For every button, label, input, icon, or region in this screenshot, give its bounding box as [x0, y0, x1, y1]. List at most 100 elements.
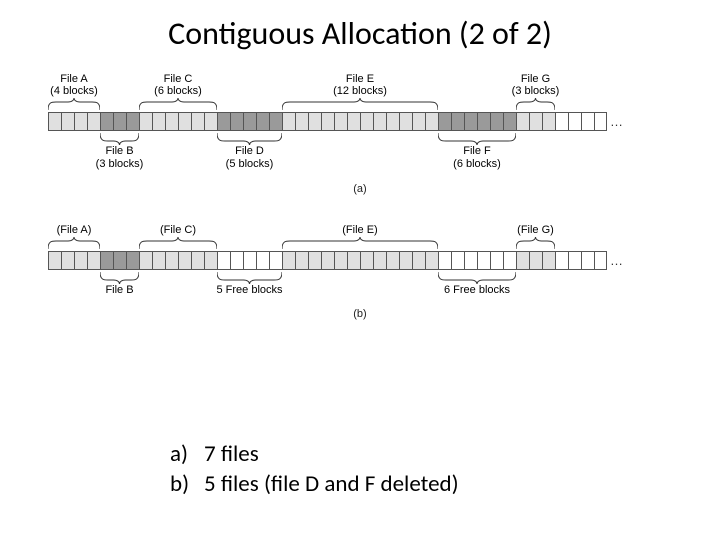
caption-b: (b)	[48, 308, 672, 320]
file-label: (File G)	[517, 224, 554, 237]
a-bottom-braces	[48, 131, 672, 145]
block	[399, 251, 412, 270]
footer-b-text: 5 files (file D and F deleted)	[204, 470, 459, 500]
block	[61, 251, 74, 270]
block	[516, 251, 529, 270]
block	[451, 112, 464, 131]
block	[438, 112, 451, 131]
file-label: File D(5 blocks)	[226, 145, 274, 170]
block	[438, 251, 451, 270]
brace	[48, 237, 100, 251]
brace	[516, 98, 555, 112]
footer-item-a: a) 7 files	[170, 440, 459, 470]
file-label: (File C)	[160, 224, 196, 237]
block	[113, 112, 126, 131]
block	[295, 251, 308, 270]
block	[308, 112, 321, 131]
block	[386, 251, 399, 270]
ellipsis: …	[610, 114, 624, 129]
block	[490, 251, 503, 270]
block	[282, 112, 295, 131]
block	[61, 112, 74, 131]
block	[139, 112, 152, 131]
page-title: Contiguous Allocation (2 of 2)	[0, 0, 720, 53]
block	[594, 112, 607, 131]
block	[191, 251, 204, 270]
block	[477, 112, 490, 131]
file-label: File B	[105, 284, 133, 297]
block	[243, 251, 256, 270]
b-top-braces	[48, 237, 672, 251]
block	[464, 112, 477, 131]
block	[529, 112, 542, 131]
block	[295, 112, 308, 131]
block	[321, 251, 334, 270]
block	[256, 112, 269, 131]
brace	[282, 237, 438, 251]
a-top-labels: File A(4 blocks)File C(6 blocks)File E(1…	[48, 66, 672, 98]
b-bottom-braces	[48, 270, 672, 284]
a-bottom-labels: File B(3 blocks) File D(5 blocks) File F(6…	[48, 145, 672, 177]
block	[555, 251, 568, 270]
block	[100, 251, 113, 270]
block	[425, 251, 438, 270]
block	[503, 112, 516, 131]
ellipsis: …	[610, 253, 624, 268]
block	[230, 112, 243, 131]
brace	[217, 270, 282, 284]
block	[204, 251, 217, 270]
block	[399, 112, 412, 131]
a-top-braces	[48, 98, 672, 112]
block	[490, 112, 503, 131]
b-top-labels: (File A)(File C)(File E)(File G)	[48, 219, 672, 237]
block	[74, 112, 87, 131]
block	[178, 251, 191, 270]
block	[321, 112, 334, 131]
file-label: File C(6 blocks)	[154, 73, 202, 98]
block	[230, 251, 243, 270]
block	[152, 251, 165, 270]
brace	[516, 237, 555, 251]
block	[217, 251, 230, 270]
brace	[100, 131, 139, 145]
block	[360, 251, 373, 270]
footer-a-marker: a)	[170, 440, 204, 470]
block	[412, 112, 425, 131]
block	[269, 251, 282, 270]
file-label: File A(4 blocks)	[50, 73, 98, 98]
block	[152, 112, 165, 131]
brace	[217, 131, 282, 145]
block	[126, 251, 139, 270]
file-label: 5 Free blocks	[216, 284, 282, 297]
brace	[100, 270, 139, 284]
file-label: File F(6 blocks)	[453, 145, 501, 170]
block	[100, 112, 113, 131]
block	[347, 112, 360, 131]
file-label: 6 Free blocks	[444, 284, 510, 297]
block	[464, 251, 477, 270]
file-label: (File E)	[342, 224, 377, 237]
block	[529, 251, 542, 270]
block	[113, 251, 126, 270]
block	[386, 112, 399, 131]
block	[373, 112, 386, 131]
block	[87, 112, 100, 131]
block	[74, 251, 87, 270]
block	[360, 112, 373, 131]
block	[256, 251, 269, 270]
block	[594, 251, 607, 270]
file-label: File B(3 blocks)	[96, 145, 144, 170]
block	[425, 112, 438, 131]
footer-captions: a) 7 files b) 5 files (file D and F dele…	[170, 440, 459, 500]
block	[165, 112, 178, 131]
block	[347, 251, 360, 270]
block	[48, 251, 61, 270]
brace	[139, 237, 217, 251]
block	[178, 112, 191, 131]
block	[217, 112, 230, 131]
footer-b-marker: b)	[170, 470, 204, 500]
brace	[48, 98, 100, 112]
caption-a: (a)	[48, 183, 672, 195]
block	[542, 251, 555, 270]
block	[139, 251, 152, 270]
